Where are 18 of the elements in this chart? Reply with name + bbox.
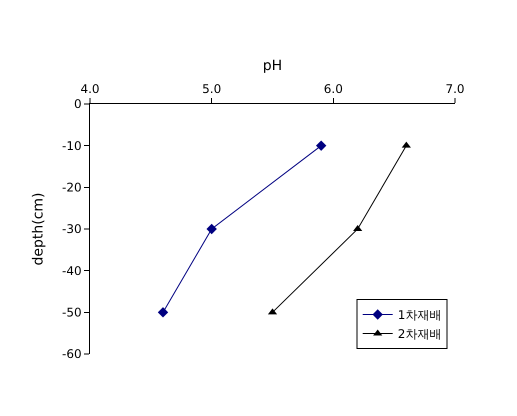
x-tick-label: 6.0 bbox=[324, 82, 343, 96]
y-axis-title: depth(cm) bbox=[30, 192, 47, 266]
legend-label: 1차재배 bbox=[398, 308, 442, 322]
x-axis-title: pH bbox=[262, 58, 282, 74]
y-tick-label: -40 bbox=[62, 264, 82, 278]
y-tick-label: 0 bbox=[74, 97, 82, 112]
point bbox=[316, 140, 326, 151]
legend-label: 2차재배 bbox=[398, 327, 442, 342]
y-tick-label: -10 bbox=[62, 138, 82, 153]
point bbox=[158, 307, 168, 318]
x-tick-label: 5.0 bbox=[202, 82, 222, 96]
point bbox=[206, 224, 217, 234]
x-tick-label: 4.0 bbox=[80, 82, 100, 96]
x-tick-label: 7.0 bbox=[445, 82, 465, 96]
y-tick-label: -60 bbox=[62, 347, 82, 362]
y-tick-label: -30 bbox=[62, 222, 82, 236]
y-tick-label: -20 bbox=[62, 180, 82, 195]
y-tick-label: -50 bbox=[62, 306, 82, 320]
